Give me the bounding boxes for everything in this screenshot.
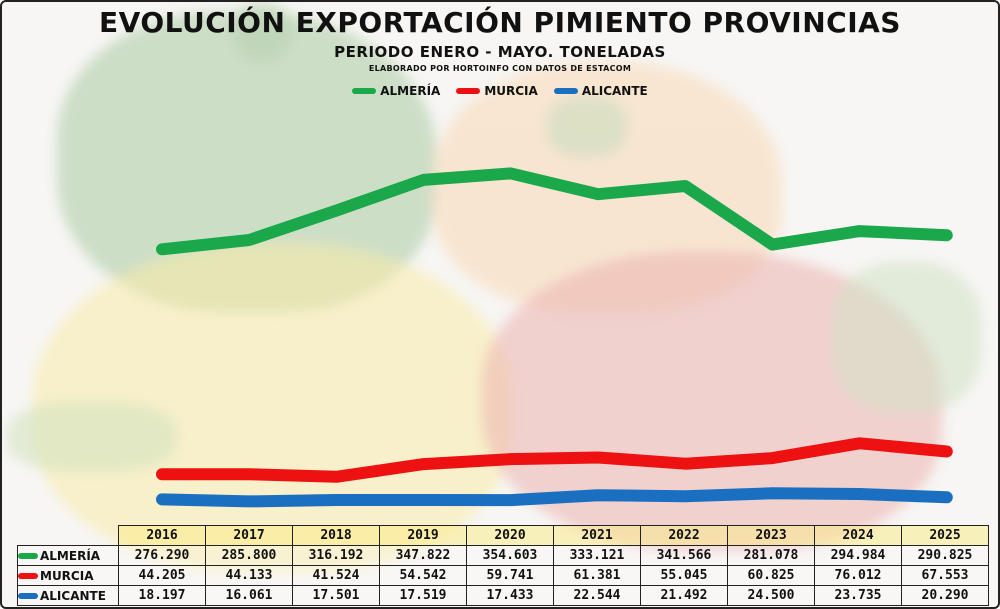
table-row: MURCIA 44.205 44.133 41.524 54.542 59.741 61.3… — [17, 565, 989, 586]
chart-title: EVOLUCIÓN EXPORTACIÓN PIMIENTO PROVINCIA… — [99, 6, 901, 39]
year-header: 2017 — [205, 525, 293, 546]
table-cell: 23.735 — [814, 585, 902, 606]
table-cell: 24.500 — [727, 585, 815, 606]
legend-swatch — [553, 88, 578, 94]
table-cell: 18.197 — [118, 585, 206, 606]
legend-label: MURCIA — [484, 84, 538, 98]
table-cell: 354.603 — [466, 545, 554, 566]
row-label: ALMERÍA — [17, 545, 119, 566]
table-cell: 41.524 — [292, 565, 380, 586]
pepper-stem-image — [7, 402, 177, 472]
year-header: 2018 — [292, 525, 380, 546]
row-swatch — [18, 573, 38, 579]
table-cell: 21.492 — [640, 585, 728, 606]
series-line-2 — [156, 487, 953, 508]
table-cell: 16.061 — [205, 585, 293, 606]
table-cell: 17.501 — [292, 585, 380, 606]
pepper-stem-image — [232, 2, 292, 62]
year-header: 2020 — [466, 525, 554, 546]
year-header: 2024 — [814, 525, 902, 546]
legend-item-1: MURCIA — [456, 84, 538, 98]
legend-swatch — [456, 88, 481, 94]
series-line-1 — [156, 437, 953, 483]
table-cell: 333.121 — [553, 545, 641, 566]
table-cell: 316.192 — [292, 545, 380, 566]
row-name: MURCIA — [40, 568, 94, 583]
row-label: MURCIA — [17, 565, 119, 586]
table-cell: 281.078 — [727, 545, 815, 566]
table-cell: 54.542 — [379, 565, 467, 586]
legend-item-2: ALICANTE — [553, 84, 648, 98]
year-header: 2022 — [640, 525, 728, 546]
table-cell: 276.290 — [118, 545, 206, 566]
table-cell: 60.825 — [727, 565, 815, 586]
table-row: ALMERÍA 276.290 285.800 316.192 347.822 354.6… — [17, 545, 989, 566]
legend: ALMERÍA MURCIA ALICANTE — [0, 84, 1000, 98]
legend-swatch — [352, 88, 377, 94]
table-cell: 285.800 — [205, 545, 293, 566]
data-table: 2016 2017 2018 2019 2020 2021 2022 2023 2024 2025… — [17, 525, 989, 606]
table-cell: 44.133 — [205, 565, 293, 586]
table-cell: 20.290 — [901, 585, 989, 606]
row-swatch — [18, 553, 38, 559]
table-cell: 61.381 — [553, 565, 641, 586]
row-swatch — [18, 593, 38, 599]
row-label: ALICANTE — [17, 585, 119, 606]
source-note: ELABORADO POR HORTOINFO CON DATOS DE EST… — [368, 64, 632, 73]
table-cell: 55.045 — [640, 565, 728, 586]
legend-label: ALMERÍA — [380, 84, 441, 98]
table-cell: 17.519 — [379, 585, 467, 606]
table-cell: 17.433 — [466, 585, 554, 606]
year-header: 2016 — [118, 525, 206, 546]
table-cell: 67.553 — [901, 565, 989, 586]
pepper-stem-image — [547, 97, 627, 157]
series-line-0 — [156, 167, 953, 256]
pepper-stem-image — [832, 262, 982, 412]
table-cell: 290.825 — [901, 545, 989, 566]
table-cell: 76.012 — [814, 565, 902, 586]
table-cell: 341.566 — [640, 545, 728, 566]
table-cell: 294.984 — [814, 545, 902, 566]
year-header: 2021 — [553, 525, 641, 546]
row-name: ALICANTE — [40, 588, 106, 603]
year-header: 2019 — [379, 525, 467, 546]
legend-item-0: ALMERÍA — [352, 84, 440, 98]
chart-subtitle: PERIODO ENERO - MAYO. TONELADAS — [334, 43, 666, 61]
table-cell: 44.205 — [118, 565, 206, 586]
table-corner — [18, 526, 119, 546]
table-cell: 59.741 — [466, 565, 554, 586]
table-cell: 22.544 — [553, 585, 641, 606]
year-header: 2025 — [901, 525, 989, 546]
table-cell: 347.822 — [379, 545, 467, 566]
row-name: ALMERÍA — [40, 548, 101, 563]
year-header: 2023 — [727, 525, 815, 546]
legend-label: ALICANTE — [581, 84, 648, 98]
table-row: ALICANTE 18.197 16.061 17.501 17.519 17.433 22… — [17, 585, 989, 606]
